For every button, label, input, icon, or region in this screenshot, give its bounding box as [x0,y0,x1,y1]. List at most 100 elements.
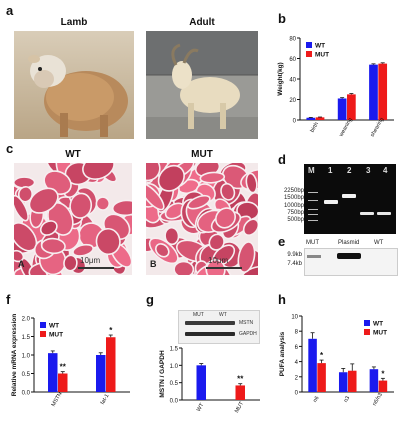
bar [338,372,348,392]
muscle-fiber [17,185,33,203]
adult-title: Adult [189,17,215,28]
legend-swatch [364,329,370,335]
gel-d-band-lane2 [342,194,356,198]
muscle-fiber [164,226,180,246]
legend-swatch [364,320,370,326]
y-axis-label: MSTN / GAPDH [159,350,166,398]
y-tick-label: 0 [293,119,297,125]
muscle-fiber [215,207,236,229]
gel-d-ladder-band [308,209,318,210]
legend-label: MUT [373,330,387,337]
histology-mut-scalebar [206,267,242,269]
histology-wt-image: A 10μm [14,163,132,275]
bar [96,355,106,392]
legend-label: MUT [315,52,329,59]
histology-wt-scalebar-label: 10μm [80,256,101,265]
gel-e-lane-wt: WT [374,240,384,246]
x-tick-label: MSTN [51,391,64,408]
y-tick-label: 0 [295,391,299,397]
muscle-fiber [199,171,226,184]
bar [58,373,68,392]
blot-e-marker-labels: 9.9kb 7.4kb [282,251,302,269]
x-tick-label: WT [196,402,206,413]
y-tick-label: 80 [289,37,296,43]
panel-label-a: a [6,3,14,18]
y-axis-label: Weight(kg) [277,62,284,95]
histology-mut-image: B 10μm [146,163,258,275]
muscle-fiber [205,259,226,275]
panel-label-f: f [6,292,11,307]
y-tick-label: 2 [295,375,299,381]
bar [315,117,325,120]
y-tick-label: 1.0 [22,354,31,360]
muscle-fiber [14,194,29,222]
blot-g-band-gapdh [185,332,235,336]
legend-label: MUT [49,332,63,339]
y-tick-label: 40 [289,78,296,84]
panel-label-c: c [6,141,14,156]
gel-e-lane-plasmid: Plasmid [338,240,360,246]
gel-d-marker: 750bp [287,209,304,216]
muscle-fiber [237,241,256,273]
muscle-fiber [95,196,111,211]
histology-wt-tag: A [18,259,25,269]
bar [378,380,388,392]
blot-g-label-mstn: MSTN [239,320,254,326]
bar [369,64,378,120]
muscle-fiber [14,222,38,252]
adult-photo [146,31,258,139]
muscle-fiber [173,260,195,275]
x-tick-label: n6/n3 [372,392,384,407]
y-axis-label: Relative mRNA expression [11,314,18,397]
significance-mark: ** [60,363,67,372]
y-tick-label: 1.5 [170,347,179,353]
gel-d: M 1 2 3 4 [304,164,396,234]
histology-wt-title: WT [65,149,81,160]
gel-d-marker: 500bp [287,217,304,224]
muscle-fiber [111,199,132,217]
gel-d-lane-1: 1 [328,166,333,175]
muscle-fiber [63,254,78,272]
bar [196,365,206,400]
bar [48,353,58,392]
y-tick-label: 6 [295,345,299,351]
panel-label-g: g [146,292,154,307]
muscle-fiber [72,243,94,257]
muscle-fiber [187,194,211,210]
blot-e-marker: 9.9kb [287,252,302,258]
muscle-fiber [146,183,165,211]
legend-swatch [40,331,46,337]
y-tick-label: 4 [295,360,299,366]
bar [106,337,116,392]
muscle-fiber [28,187,59,214]
blot-e-band-mut [307,255,321,258]
blot-g-label-gapdh: GAPDH [239,331,257,337]
muscle-fiber [40,237,66,255]
muscle-fiber [146,163,161,182]
histology-mut-tag: B [150,259,157,269]
y-tick-label: 0.0 [170,399,179,405]
muscle-fiber [157,164,185,192]
blot-g-band-mstn [185,321,235,325]
muscle-fiber [245,172,258,194]
gel-d-ladder-band [308,220,318,221]
panel-label-d: d [278,152,286,167]
legend-label: WT [49,323,59,330]
bar [347,94,356,120]
y-tick-label: 2.0 [22,317,31,323]
legend-swatch [306,51,312,57]
gel-d-lane-3: 3 [366,166,371,175]
bar [348,370,357,392]
x-tick-label: fat-1 [100,393,111,406]
bar [235,385,245,400]
legend-swatch [306,42,312,48]
gel-d-marker-labels: 2250bp 1500bp 1000bp 750bp 500bp [270,188,304,224]
chart-f: 0.0 0.5 1.0 1.5 2.0 Relative mRNA expression *… [11,314,130,408]
panel-label-h: h [278,292,286,307]
bar [308,338,317,392]
muscle-fiber [154,243,170,258]
x-tick-label: n6 [312,395,320,403]
y-axis-label: PUFA analysis [279,331,286,376]
y-tick-label: 8 [295,330,299,336]
muscle-fiber [82,163,115,180]
